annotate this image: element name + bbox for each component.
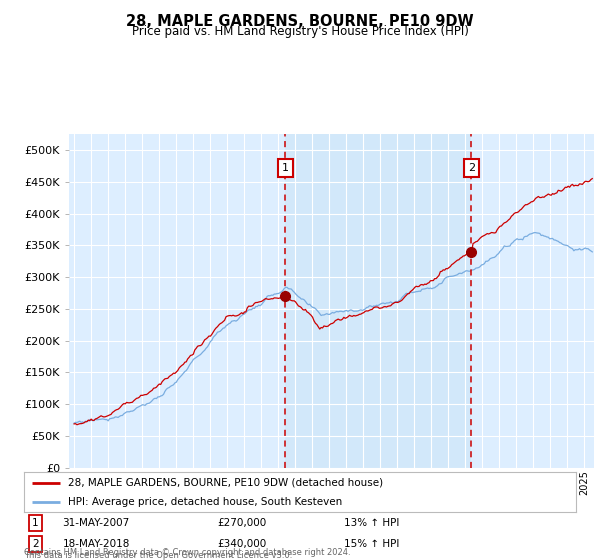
Text: Price paid vs. HM Land Registry's House Price Index (HPI): Price paid vs. HM Land Registry's House … [131, 25, 469, 38]
Text: Contains HM Land Registry data © Crown copyright and database right 2024.: Contains HM Land Registry data © Crown c… [24, 548, 350, 557]
Text: This data is licensed under the Open Government Licence v3.0.: This data is licensed under the Open Gov… [24, 551, 292, 560]
Text: 28, MAPLE GARDENS, BOURNE, PE10 9DW (detached house): 28, MAPLE GARDENS, BOURNE, PE10 9DW (det… [68, 478, 383, 488]
Text: 1: 1 [281, 163, 289, 172]
Text: 1: 1 [32, 518, 39, 528]
Text: 2: 2 [32, 539, 39, 549]
Text: 13% ↑ HPI: 13% ↑ HPI [344, 518, 400, 528]
Text: £270,000: £270,000 [217, 518, 266, 528]
Text: £340,000: £340,000 [217, 539, 266, 549]
Bar [285, 134, 472, 468]
Text: 31-MAY-2007: 31-MAY-2007 [62, 518, 130, 528]
Text: 15% ↑ HPI: 15% ↑ HPI [344, 539, 400, 549]
Text: 2: 2 [468, 163, 475, 172]
Text: 28, MAPLE GARDENS, BOURNE, PE10 9DW: 28, MAPLE GARDENS, BOURNE, PE10 9DW [126, 14, 474, 29]
Text: 18-MAY-2018: 18-MAY-2018 [62, 539, 130, 549]
Text: HPI: Average price, detached house, South Kesteven: HPI: Average price, detached house, Sout… [68, 497, 343, 506]
